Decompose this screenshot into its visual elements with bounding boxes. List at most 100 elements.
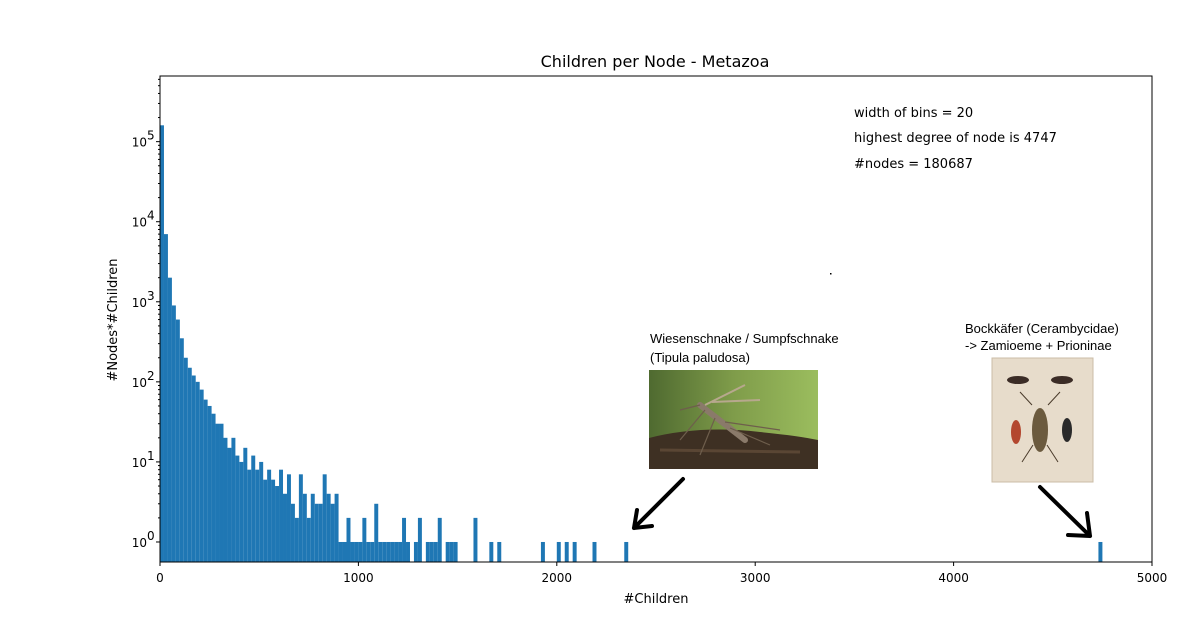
histogram-bar [366, 541, 371, 562]
histogram-bar [489, 541, 494, 562]
histogram-bar [437, 517, 442, 562]
x-axis-label: #Children [624, 592, 689, 607]
y-tick-label: 10 [132, 296, 147, 310]
x-tick-label: 4000 [938, 571, 969, 585]
x-tick-label: 0 [156, 571, 164, 585]
crane-fly-arrow [632, 477, 685, 530]
histogram-bar [235, 455, 240, 562]
histogram-bar [374, 503, 379, 562]
y-tick-exponent: 3 [147, 289, 155, 303]
histogram-bar [183, 357, 188, 562]
histogram-bar [394, 541, 399, 562]
x-axis-ticks: 0 1000 2000 3000 4000 5000 [156, 562, 1167, 585]
histogram-bar [342, 541, 347, 562]
histogram-bar [223, 437, 228, 562]
histogram-bar [243, 447, 248, 562]
histogram-bar [386, 541, 391, 562]
histogram-bar [413, 541, 418, 562]
histogram-bars [160, 125, 1103, 562]
histogram-bar [346, 517, 351, 562]
y-tick-label: 10 [132, 536, 147, 550]
histogram-bar [251, 455, 256, 562]
y-tick-label: 10 [132, 456, 147, 470]
histogram-bar [433, 541, 438, 562]
histogram-bar [402, 517, 407, 562]
histogram-bar [370, 541, 375, 562]
histogram-bar [271, 479, 276, 562]
histogram-bar [398, 541, 403, 562]
histogram-bar [294, 517, 299, 562]
longhorn-beetle-inset: Bockkäfer (Cerambycidae) -> Zamioeme + P… [965, 321, 1119, 538]
histogram-bar [362, 517, 367, 562]
histogram-bar [406, 541, 410, 562]
y-tick-exponent: 0 [147, 529, 155, 543]
histogram-bar [219, 423, 224, 562]
histogram-bar [163, 234, 168, 562]
histogram-bar [191, 375, 196, 562]
chart-title: Children per Node - Metazoa [541, 52, 770, 71]
histogram-bar [187, 367, 192, 562]
histogram-bar [497, 541, 502, 562]
y-tick-exponent: 1 [147, 449, 155, 463]
histogram-bar [358, 541, 363, 562]
y-tick-exponent: 5 [147, 129, 155, 143]
x-tick-label: 1000 [343, 571, 374, 585]
histogram-bar [425, 541, 430, 562]
beetle-caption-line2: -> Zamioeme + Prioninae [965, 338, 1112, 353]
histogram-bar [429, 541, 434, 562]
histogram-bar [247, 469, 252, 562]
y-tick-label: 10 [132, 216, 147, 230]
crane-fly-inset: Wiesenschnake / Sumpfschnake (Tipula pal… [632, 331, 839, 530]
histogram-bar [314, 503, 319, 562]
histogram-bar [449, 541, 454, 562]
crane-fly-caption-line1: Wiesenschnake / Sumpfschnake [650, 331, 839, 346]
bin-width-annotation: width of bins = 20 [854, 106, 973, 121]
y-tick-label: 10 [132, 376, 147, 390]
plot-frame [159, 75, 1153, 563]
histogram-bar [445, 541, 450, 562]
histogram-bar [160, 125, 164, 562]
histogram-bar [322, 474, 327, 562]
histogram-bar [564, 541, 569, 562]
histogram-bar [556, 541, 561, 562]
histogram-bar [283, 493, 287, 562]
histogram-bar [306, 517, 311, 562]
histogram-bar [302, 493, 307, 562]
histogram-bar [203, 399, 208, 562]
histogram-bar [326, 493, 331, 562]
histogram-bar [211, 413, 216, 562]
histogram-bar [572, 541, 577, 562]
x-tick-label: 3000 [740, 571, 771, 585]
histogram-bar [330, 503, 335, 562]
histogram-bar [167, 277, 172, 562]
histogram-bar [175, 319, 180, 562]
histogram-bar [298, 474, 303, 562]
histogram-bar [263, 479, 268, 562]
y-tick-label: 10 [132, 136, 147, 150]
histogram-bar [259, 461, 264, 562]
beetle-caption-line1: Bockkäfer (Cerambycidae) [965, 321, 1119, 336]
histogram-bar [540, 541, 545, 562]
histogram-bar [179, 338, 184, 562]
histogram-bar [207, 405, 212, 562]
stray-dot [830, 273, 832, 275]
histogram-bar [255, 469, 260, 562]
y-tick-exponent: 4 [147, 209, 155, 223]
histogram-bar [310, 493, 315, 562]
y-tick-exponent: 2 [147, 369, 155, 383]
histogram-bar [624, 541, 629, 562]
crane-fly-photo [649, 370, 818, 469]
beetle-arrow [1038, 485, 1092, 538]
highest-degree-annotation: highest degree of node is 4747 [854, 131, 1057, 146]
histogram-bar [378, 541, 383, 562]
histogram-bar [286, 474, 291, 562]
y-axis-label: #Nodes*#Children [106, 258, 121, 381]
histogram-bar [290, 503, 295, 562]
histogram-bar [227, 447, 232, 562]
histogram-bar [215, 423, 220, 562]
x-tick-label: 5000 [1137, 571, 1168, 585]
histogram-bar [354, 541, 359, 562]
histogram-bar [275, 486, 280, 562]
